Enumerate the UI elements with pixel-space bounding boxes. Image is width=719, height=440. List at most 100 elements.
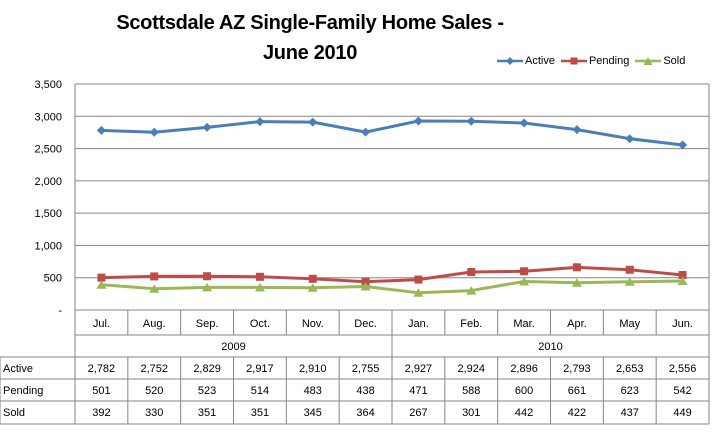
year-group-label: 2010 (538, 341, 562, 353)
data-point-pending (572, 263, 581, 272)
data-point-pending (467, 268, 476, 277)
data-point-sold (624, 277, 635, 286)
data-point-pending (361, 277, 370, 286)
data-point-active (413, 116, 423, 126)
table-cell: 661 (568, 385, 586, 397)
table-cell: 520 (145, 385, 163, 397)
table-cell: 2,556 (669, 363, 697, 375)
data-point-sold (413, 288, 424, 297)
table-cell: 330 (145, 407, 163, 419)
table-cell: 483 (304, 385, 322, 397)
data-point-sold (360, 281, 371, 291)
data-point-active (361, 127, 371, 137)
table-cell: 2,755 (352, 363, 380, 375)
table-cell: 449 (673, 407, 691, 419)
y-tick-label: 2,500 (34, 144, 62, 156)
chart-title-line-1: Scottsdale AZ Single-Family Home Sales - (116, 12, 504, 34)
table-cell: 267 (409, 407, 427, 419)
table-cell: 2,793 (563, 363, 591, 375)
legend-item-pending: Pending (560, 55, 630, 67)
y-tick-label: 3,000 (34, 111, 62, 123)
table-cell: 301 (462, 407, 480, 419)
table-cell: 2,653 (616, 363, 644, 375)
data-point-sold (96, 280, 107, 289)
table-cell: 623 (621, 385, 639, 397)
y-tick-label: 3,500 (34, 79, 62, 91)
legend: Active Pending Sold (497, 53, 691, 69)
data-point-sold (149, 284, 160, 293)
data-point-sold (307, 283, 318, 292)
table-cell: 2,924 (457, 363, 485, 375)
data-point-sold (677, 276, 688, 286)
series-line-pending (101, 265, 683, 284)
data-point-pending (203, 272, 212, 281)
data-point-sold (571, 278, 582, 287)
table-cell: 442 (515, 407, 533, 419)
data-point-sold (519, 276, 530, 286)
table-cell: 392 (92, 407, 110, 419)
data-point-pending (308, 274, 317, 283)
data-point-sold (254, 282, 265, 292)
x-tick-label: Feb. (460, 318, 482, 330)
legend-item-active: Active (497, 55, 555, 67)
legend-marker-pending (560, 57, 587, 65)
chart-title-line-2: June 2010 (262, 42, 358, 64)
x-tick-label: Oct. (250, 318, 270, 330)
table-cell: 588 (462, 385, 480, 397)
table-cell: 2,752 (140, 363, 168, 375)
data-point-pending (678, 271, 687, 280)
table-cell: 600 (515, 385, 533, 397)
y-tick-label: 1,000 (34, 240, 62, 252)
data-point-pending (625, 265, 634, 274)
legend-item-sold: Sold (635, 55, 685, 67)
data-point-pending (414, 275, 423, 284)
data-point-pending (97, 273, 106, 282)
data-point-active (625, 134, 635, 144)
y-tick-label: 1,500 (34, 208, 62, 220)
table-row-header: Active (3, 363, 33, 375)
table-row-header: Pending (3, 385, 43, 397)
x-tick-label: Jul. (93, 318, 110, 330)
data-point-active (308, 117, 318, 127)
y-tick-label: 500 (44, 273, 62, 285)
table-cell: 351 (198, 407, 216, 419)
y-tick-label: 2,000 (34, 176, 62, 188)
table-cell: 345 (304, 407, 322, 419)
x-tick-label: Aug. (143, 318, 166, 330)
series-line-sold (101, 279, 683, 295)
table-cell: 351 (251, 407, 269, 419)
x-tick-label: Jan. (408, 318, 429, 330)
data-point-pending (255, 272, 264, 281)
table-cell: 2,829 (193, 363, 221, 375)
table-cell: 2,910 (299, 363, 327, 375)
legend-label-pending: Pending (588, 55, 630, 67)
table-cell: 471 (409, 385, 427, 397)
table-cell: 437 (621, 407, 639, 419)
table-cell: 542 (673, 385, 691, 397)
table-cell: 2,927 (405, 363, 433, 375)
data-point-sold (202, 282, 213, 292)
data-point-active (466, 116, 476, 126)
table-cell: 514 (251, 385, 269, 397)
table-cell: 2,782 (88, 363, 116, 375)
data-point-active (678, 140, 688, 150)
x-tick-label: Jun. (672, 318, 693, 330)
y-tick-label: - (58, 305, 62, 317)
table-cell: 2,896 (510, 363, 538, 375)
x-tick-label: Sep. (196, 318, 219, 330)
legend-label-active: Active (525, 55, 555, 67)
x-tick-label: Dec. (354, 318, 377, 330)
chart-title: Scottsdale AZ Single-Family Home Sales -… (110, 8, 510, 68)
x-tick-label: Mar. (513, 318, 534, 330)
x-tick-label: May (619, 318, 640, 330)
data-point-active (96, 125, 106, 135)
table-row-header: Sold (3, 407, 25, 419)
data-point-active (255, 117, 265, 127)
data-point-active (519, 118, 529, 128)
table-cell: 364 (356, 407, 374, 419)
table-cell: 438 (356, 385, 374, 397)
data-point-pending (520, 267, 529, 276)
legend-marker-active (497, 57, 523, 65)
table-cell: 422 (568, 407, 586, 419)
